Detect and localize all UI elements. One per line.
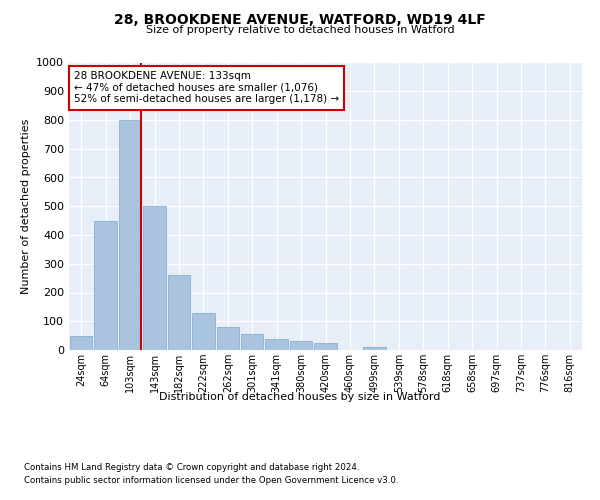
Bar: [217, 327, 239, 350]
Bar: [363, 347, 386, 350]
Text: 28 BROOKDENE AVENUE: 133sqm
← 47% of detached houses are smaller (1,076)
52% of : 28 BROOKDENE AVENUE: 133sqm ← 47% of det…: [74, 71, 339, 104]
Bar: [70, 336, 92, 350]
Bar: [192, 312, 215, 350]
Bar: [94, 220, 117, 350]
Bar: [143, 206, 166, 350]
Bar: [119, 120, 142, 350]
Text: Contains public sector information licensed under the Open Government Licence v3: Contains public sector information licen…: [24, 476, 398, 485]
Bar: [290, 342, 313, 350]
Bar: [167, 275, 190, 350]
Text: Contains HM Land Registry data © Crown copyright and database right 2024.: Contains HM Land Registry data © Crown c…: [24, 462, 359, 471]
Text: 28, BROOKDENE AVENUE, WATFORD, WD19 4LF: 28, BROOKDENE AVENUE, WATFORD, WD19 4LF: [114, 12, 486, 26]
Text: Size of property relative to detached houses in Watford: Size of property relative to detached ho…: [146, 25, 454, 35]
Y-axis label: Number of detached properties: Number of detached properties: [20, 118, 31, 294]
Text: Distribution of detached houses by size in Watford: Distribution of detached houses by size …: [160, 392, 440, 402]
Bar: [265, 338, 288, 350]
Bar: [314, 343, 337, 350]
Bar: [241, 334, 263, 350]
